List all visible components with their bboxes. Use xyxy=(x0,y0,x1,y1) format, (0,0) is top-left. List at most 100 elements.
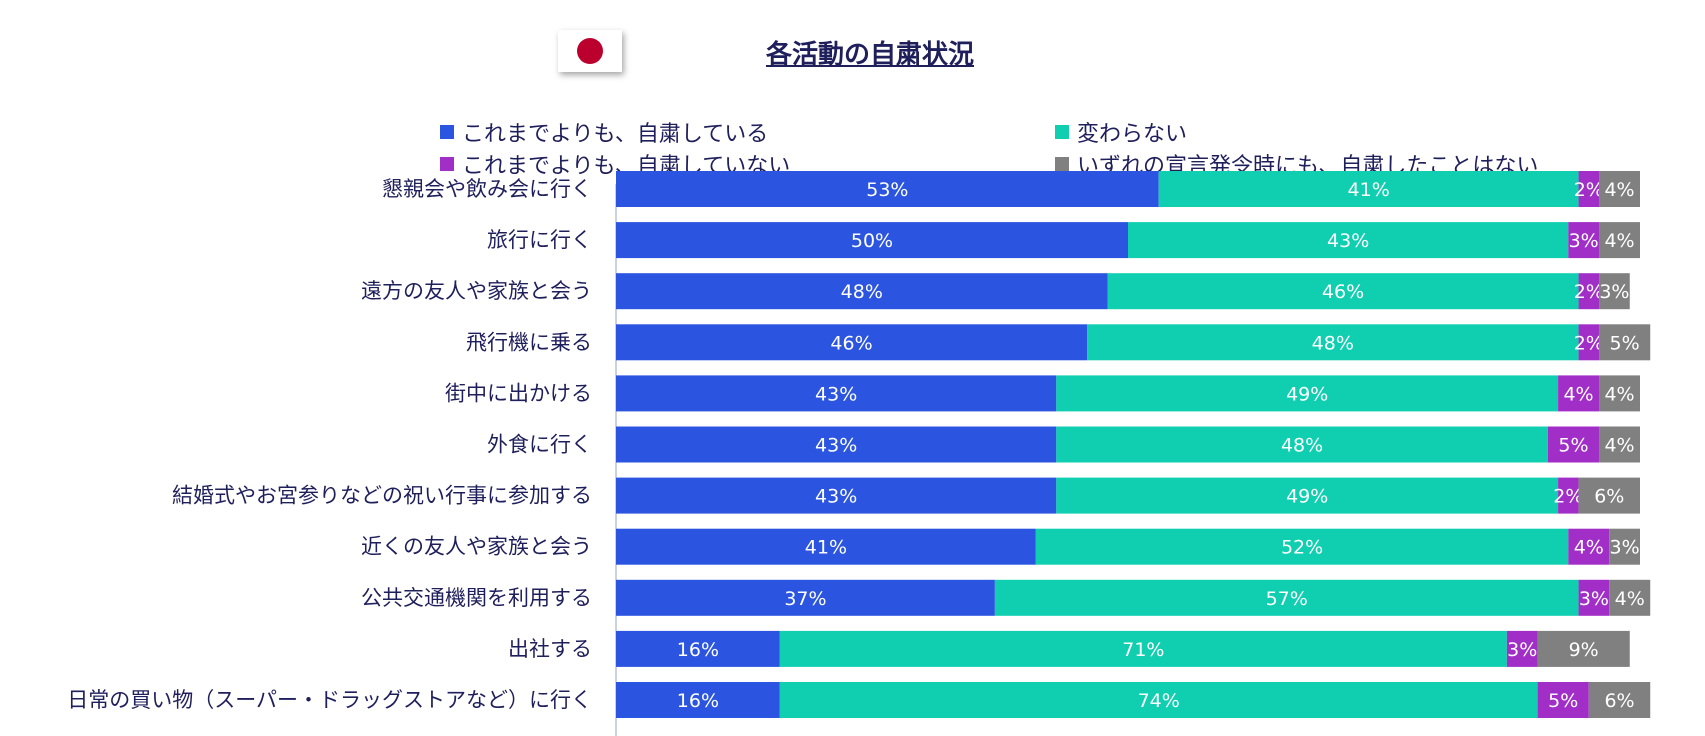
data-label: 43% xyxy=(815,383,857,405)
bar-segment-series-2 xyxy=(1578,579,1610,616)
bar-segment-series-2 xyxy=(1568,222,1600,259)
bar-segment-series-1 xyxy=(1056,375,1559,412)
flag-sun xyxy=(577,38,603,64)
bar-segment-series-0 xyxy=(616,171,1159,207)
bar-segment-series-1 xyxy=(1056,477,1559,514)
bar-segment-series-2 xyxy=(1578,273,1600,310)
bar-segment-series-3 xyxy=(1599,222,1640,259)
data-label: 52% xyxy=(1281,537,1323,559)
bar-segment-series-2 xyxy=(1578,171,1600,207)
bar-segment-series-1 xyxy=(1035,528,1569,565)
data-label: 4% xyxy=(1563,383,1593,405)
data-label: 43% xyxy=(815,435,857,457)
bar-segment-series-1 xyxy=(1087,324,1579,361)
legend-item-unchanged: 変わらない xyxy=(1055,116,1187,148)
bar-segment-series-3 xyxy=(1599,273,1630,310)
data-label: 48% xyxy=(1312,332,1354,354)
data-label: 16% xyxy=(677,639,719,661)
bar-segment-series-0 xyxy=(616,682,780,718)
category-label: 遠方の友人や家族と会う xyxy=(361,279,592,303)
data-label: 50% xyxy=(851,230,893,252)
data-label: 49% xyxy=(1286,486,1328,508)
data-label: 71% xyxy=(1122,639,1164,661)
legend-swatch-restraining xyxy=(440,125,454,139)
bar-segment-series-3 xyxy=(1609,528,1640,565)
data-label: 46% xyxy=(1322,281,1364,303)
data-label: 4% xyxy=(1604,383,1634,405)
data-label: 2% xyxy=(1553,486,1583,508)
legend-item-restraining: これまでよりも、自粛している xyxy=(440,116,768,148)
data-label: 3% xyxy=(1610,537,1640,559)
category-label: 懇親会や飲み会に行く xyxy=(382,177,592,201)
data-label: 46% xyxy=(830,332,872,354)
data-label: 41% xyxy=(805,537,847,559)
data-label: 43% xyxy=(1327,230,1369,252)
legend-label-unchanged: 変わらない xyxy=(1077,122,1188,147)
category-label: 結婚式やお宮参りなどの祝い行事に参加する xyxy=(172,484,592,508)
category-label: 出社する xyxy=(508,637,592,661)
data-label: 6% xyxy=(1594,486,1624,508)
data-label: 3% xyxy=(1579,588,1609,610)
data-label: 57% xyxy=(1266,588,1308,610)
bar-segment-series-0 xyxy=(616,477,1057,514)
bar-segment-series-2 xyxy=(1558,477,1579,514)
data-label: 43% xyxy=(815,486,857,508)
bar-segment-series-2 xyxy=(1506,630,1538,667)
bar-segment-series-1 xyxy=(1107,273,1579,310)
data-label: 4% xyxy=(1615,588,1645,610)
data-label: 16% xyxy=(677,690,719,712)
category-label: 日常の買い物（スーパー・ドラッグストアなど）に行く xyxy=(67,688,592,712)
category-label: 公共交通機関を利用する xyxy=(361,586,592,610)
category-label: 外食に行く xyxy=(487,433,592,457)
bar-segment-series-2 xyxy=(1537,682,1589,718)
category-label: 旅行に行く xyxy=(487,228,592,252)
data-label: 5% xyxy=(1558,435,1588,457)
bar-segment-series-1 xyxy=(1128,222,1569,259)
bar-segment-series-2 xyxy=(1578,324,1600,361)
data-label: 48% xyxy=(1281,435,1323,457)
bar-segment-series-1 xyxy=(779,682,1538,718)
bar-segment-series-0 xyxy=(616,222,1128,259)
bar-segment-series-3 xyxy=(1578,477,1640,514)
bar-segment-series-0 xyxy=(616,273,1108,310)
bar-segment-series-0 xyxy=(616,528,1036,565)
category-label: 飛行機に乗る xyxy=(466,330,592,354)
bar-segment-series-3 xyxy=(1599,324,1651,361)
data-label: 41% xyxy=(1348,179,1390,201)
legend-label-restraining: これまでよりも、自粛している xyxy=(462,122,769,147)
data-label: 4% xyxy=(1604,435,1634,457)
legend-swatch-not-restraining xyxy=(440,157,454,171)
category-label: 近くの友人や家族と会う xyxy=(361,535,592,559)
data-label: 4% xyxy=(1604,179,1634,201)
data-label: 3% xyxy=(1569,230,1599,252)
data-label: 2% xyxy=(1574,332,1604,354)
category-label: 街中に出かける xyxy=(445,381,592,405)
data-label: 3% xyxy=(1507,639,1537,661)
bar-segment-series-0 xyxy=(616,426,1057,463)
bar-segment-series-1 xyxy=(994,579,1579,616)
bar-segment-series-3 xyxy=(1599,171,1640,207)
bar-segment-series-3 xyxy=(1609,579,1651,616)
bar-segment-series-1 xyxy=(779,630,1507,667)
data-label: 2% xyxy=(1574,281,1604,303)
data-label: 48% xyxy=(841,281,883,303)
bar-segment-series-0 xyxy=(616,579,995,616)
data-label: 6% xyxy=(1604,690,1634,712)
bar-segment-series-0 xyxy=(616,375,1057,412)
bar-segment-series-1 xyxy=(1056,426,1548,463)
legend-swatch-never xyxy=(1055,157,1069,171)
data-label: 53% xyxy=(866,179,908,201)
bar-segment-series-1 xyxy=(1158,171,1579,207)
data-label: 49% xyxy=(1286,383,1328,405)
data-label: 9% xyxy=(1569,639,1599,661)
data-label: 2% xyxy=(1574,179,1604,201)
data-label: 5% xyxy=(1548,690,1578,712)
bar-segment-series-2 xyxy=(1568,528,1610,565)
data-label: 3% xyxy=(1599,281,1629,303)
bar-segment-series-3 xyxy=(1599,375,1640,412)
data-label: 4% xyxy=(1574,537,1604,559)
bar-segment-series-3 xyxy=(1537,630,1630,667)
bar-segment-series-0 xyxy=(616,630,780,667)
japan-flag-icon xyxy=(558,30,622,72)
